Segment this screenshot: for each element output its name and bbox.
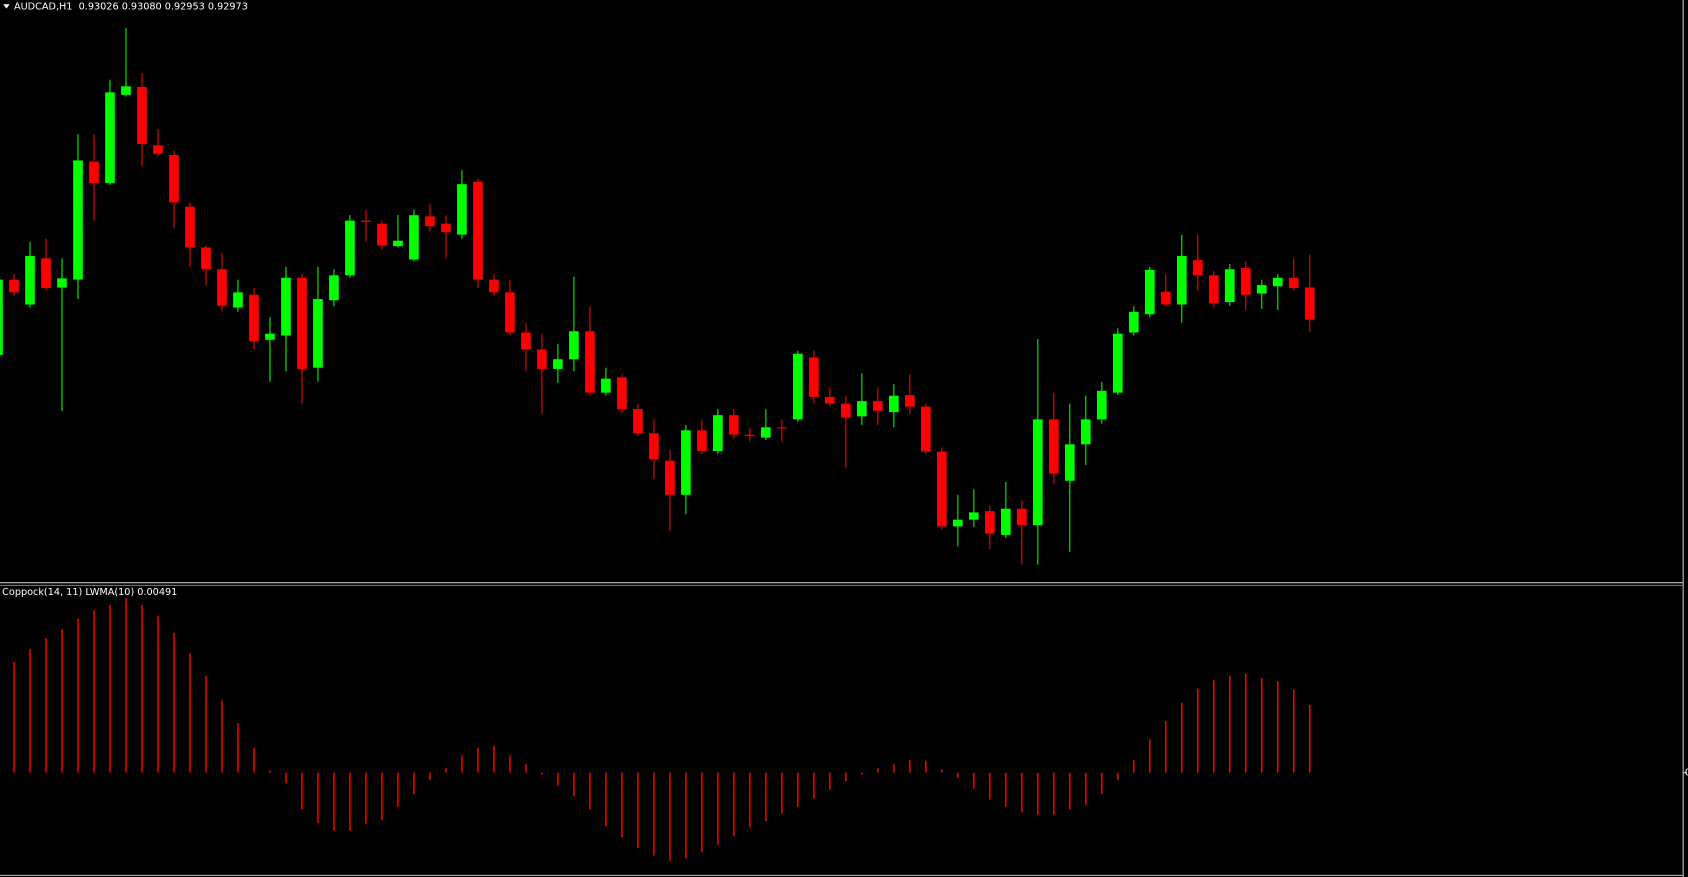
candle-body (457, 184, 467, 235)
candle-body (297, 277, 307, 369)
candle-body (984, 511, 995, 534)
candle-body (649, 433, 659, 460)
candle-body (1288, 277, 1299, 289)
indicator-title: Coppock(14, 11) LWMA(10) 0.00491 (2, 587, 177, 598)
candle-body (89, 161, 99, 183)
candle-body (425, 216, 435, 227)
candle-body (952, 519, 963, 527)
candle-body (857, 401, 867, 417)
candle-body (73, 160, 83, 280)
candle-body (377, 223, 387, 246)
candle-body (281, 277, 291, 336)
chart-title: AUDCAD,H1 0.93026 0.93080 0.92953 0.9297… (14, 1, 248, 12)
candle-body (601, 378, 611, 393)
candle-body (1160, 291, 1171, 305)
candle-body (1128, 311, 1139, 333)
candle-body (697, 430, 707, 452)
candle-body (41, 258, 51, 289)
candle-body (329, 275, 339, 301)
candle-body (409, 215, 419, 260)
candle-body (729, 415, 739, 435)
candle-body (553, 359, 563, 369)
candle-body (1000, 508, 1011, 535)
candle-body (1240, 268, 1251, 295)
candle-body (1096, 390, 1107, 420)
candle-body (393, 240, 403, 247)
candle-body (825, 396, 835, 404)
candle-body (521, 332, 531, 350)
candle-body (1080, 419, 1091, 445)
candle-body (1144, 269, 1155, 315)
candle-body (9, 279, 19, 293)
candle-body (761, 427, 771, 438)
candle-body (121, 86, 131, 95)
candle-body (345, 220, 355, 276)
candle-body (25, 255, 35, 305)
candle-body (489, 279, 499, 293)
candle-body (665, 460, 675, 495)
candle-body (169, 154, 179, 203)
candle-body (968, 512, 979, 520)
candle-body (1112, 333, 1123, 393)
candle-body (185, 206, 195, 248)
candle-body (233, 292, 243, 308)
collapse-icon[interactable] (3, 4, 10, 9)
candle-body (1208, 275, 1219, 304)
candle-body (936, 451, 947, 527)
candle-body (1064, 444, 1075, 481)
candle-body (873, 401, 883, 411)
candle-body (777, 427, 787, 429)
candle-body (1192, 260, 1203, 276)
candle-body (1224, 269, 1235, 303)
candle-body (633, 409, 643, 434)
candle-body (841, 403, 851, 418)
candle-body (313, 299, 323, 368)
candle-body (441, 223, 451, 233)
candle-body (361, 220, 371, 222)
candle-body (1048, 419, 1059, 474)
candle-body (1304, 287, 1315, 320)
candle-body (585, 331, 595, 393)
candle-body (153, 145, 163, 154)
candle-body (505, 292, 515, 333)
candle-body (1256, 285, 1267, 294)
candle-body (617, 377, 627, 410)
candle-body (137, 86, 147, 145)
candle-body (473, 181, 483, 280)
candle-body (904, 395, 915, 407)
candle-body (1176, 255, 1187, 305)
candle-body (745, 434, 755, 436)
candle-body (681, 430, 691, 495)
candle-body (249, 294, 259, 341)
candle-body (569, 331, 579, 360)
candle-body (793, 353, 803, 420)
candle-body (537, 349, 547, 369)
candle-body (105, 92, 115, 183)
candle-body (809, 357, 819, 397)
candle-body (888, 395, 899, 413)
candle-body (713, 415, 723, 452)
candle-body (1016, 508, 1027, 526)
indicator-tick-label: 0 (1685, 768, 1688, 779)
candle-body (920, 406, 931, 452)
candle-body (217, 269, 227, 306)
candle-body (201, 247, 211, 270)
candle-body (0, 279, 3, 355)
candle-body (265, 333, 275, 340)
candle-body (57, 278, 67, 288)
candle-body (1032, 419, 1043, 526)
candle-body (1272, 277, 1283, 287)
